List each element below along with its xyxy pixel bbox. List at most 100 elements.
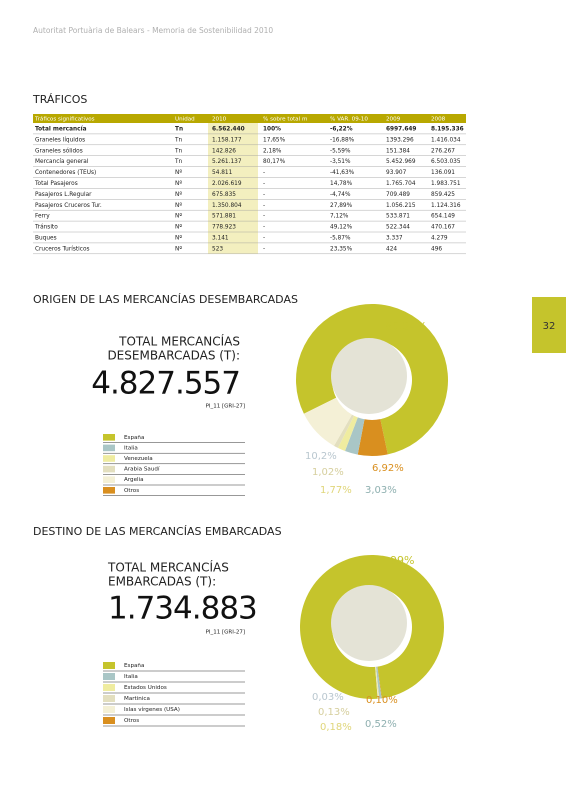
total-label: EMBARCADAS (T): [108,575,216,589]
pie-slice [303,397,352,446]
legend-label: España [124,435,144,441]
row-label: Pasajeros Cruceros Tur. [35,203,102,209]
pie-slice [300,554,445,699]
cell: 93.907 [386,170,407,176]
row-label: Contenedores (TEUs) [35,170,96,176]
cell: -4,74% [330,192,351,198]
legend-swatch [103,717,115,724]
cell: 1.158.177 [212,137,242,143]
value-label: 86,24% [385,320,427,333]
cell: 100% [263,126,281,132]
cell: Nº [175,169,182,176]
column-header: 2008 [431,117,446,123]
cell: 2,18% [263,148,282,154]
cell: 6.562.440 [212,126,245,132]
value-label: 99% [390,554,414,567]
cell: 8.195.336 [431,126,464,132]
cell: - [263,181,265,187]
cell: 276.267 [431,148,455,154]
cell: 424 [386,246,397,252]
legend-label: Italia [124,674,138,680]
cell: 14,78% [330,181,353,187]
value-label: 0,52% [365,719,397,730]
legend-label: Venezuela [124,456,153,462]
row-label: Cruceros Turísticos [35,245,90,252]
cell: -5,87% [330,235,351,241]
legend-label: España [124,663,144,669]
cell: Nº [175,245,182,252]
row-label: Total mercancía [35,125,87,132]
column-header: 2009 [386,117,401,123]
cell: 7,12% [330,214,349,220]
value-label: 3,03% [365,485,397,496]
value-label: 0,18% [320,722,352,733]
cell: 523 [212,246,223,252]
cell: 675.835 [212,192,236,198]
cell: 470.167 [431,225,455,231]
cell: 654.149 [431,214,455,220]
cell: 522.344 [386,225,410,231]
table-header-bg [33,114,466,123]
cell: 778.923 [212,225,236,231]
cell: 3.141 [212,235,229,241]
pie-slice [333,414,355,448]
cell: Tn [174,137,183,143]
cell: Nº [175,180,182,187]
pie-slice [375,666,378,699]
pie-slice [375,666,380,699]
pie-slice [375,666,379,699]
pie-slice [345,417,365,455]
column-header: Tráficos significativos [34,116,95,123]
legend-swatch [103,444,115,452]
cell: 5.261.137 [212,159,242,165]
cell: 136.091 [431,170,455,176]
column-header: % sobre total m [263,117,307,123]
row-label: Graneles sólidos [35,147,83,154]
running-header: Autoritat Portuària de Balears - Memoria… [33,26,273,35]
cell: 533.871 [386,214,410,220]
cell: - [263,192,265,198]
pie-slice [377,666,383,699]
cell: - [263,170,265,176]
total-value: 1.734.883 [108,591,257,627]
cell: 54.811 [212,170,233,176]
legend-swatch [103,662,115,669]
pie-center [331,338,407,414]
legend-swatch [103,476,115,483]
cell: 1393.296 [386,137,414,143]
cell: -6,22% [330,126,353,132]
value-label: 0,13% [318,707,350,718]
total-label: TOTAL MERCANCÍAS [107,560,229,575]
row-label: Ferry [35,214,50,220]
legend-swatch [103,673,115,680]
cell: Nº [175,202,182,209]
reference: PI_11 [GRI-27] [206,404,245,410]
legend-swatch [103,706,115,713]
cell: 859.425 [431,192,455,198]
value-label: 6,92% [372,463,404,474]
value-label: 10,2% [305,451,337,462]
cell: 571.881 [212,214,236,220]
cell: 6.503.035 [431,159,461,165]
legend-label: Otros [124,488,139,494]
cell: - [263,246,265,252]
cell: 49,12% [330,225,353,231]
cell: - [263,203,265,209]
total-label: DESEMBARCADAS (T): [107,349,240,363]
cell: 709.489 [386,192,410,198]
cell: 142.826 [212,148,236,154]
legend-label: Italia [124,445,138,451]
cell: Nº [175,213,182,220]
cell: 27,89% [330,203,353,209]
cell: Nº [175,234,182,241]
cell: 1.983.751 [431,181,461,187]
section-title: TRÁFICOS [32,93,87,106]
value-label: 1,02% [312,467,344,478]
row-label: Buques [35,235,57,241]
total-label: TOTAL MERCANCÍAS [118,334,240,349]
value-label: 0,03% [312,692,344,703]
cell: 3.337 [386,235,403,241]
cell: 6997.649 [386,126,416,132]
